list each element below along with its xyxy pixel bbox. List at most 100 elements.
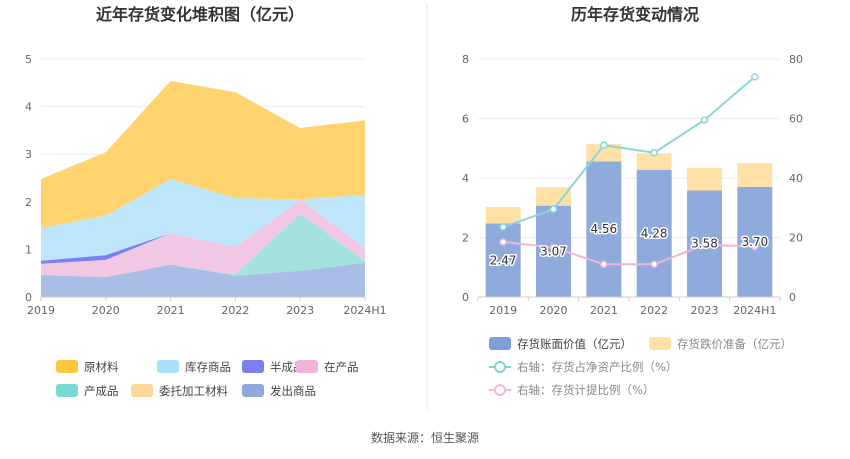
x-tick-label: 2019 <box>27 304 55 317</box>
legend-swatch <box>157 360 179 373</box>
point-net-asset-ratio[interactable] <box>499 223 507 231</box>
y2-tick-label: 20 <box>789 232 803 245</box>
legend-circle-icon <box>494 384 506 396</box>
bar-impairment[interactable] <box>687 167 722 191</box>
point-provision-ratio[interactable] <box>650 260 658 269</box>
point-provision-ratio[interactable] <box>499 238 507 246</box>
area-series-产成品 <box>41 213 365 277</box>
source-note: 数据来源：恒生聚源 <box>371 430 479 445</box>
point-provision-ratio[interactable] <box>549 243 558 252</box>
bar-impairment[interactable] <box>737 163 773 187</box>
x-tick-label: 2024H1 <box>343 304 386 317</box>
bar-book-value[interactable] <box>485 223 521 297</box>
area-series-库存商品 <box>41 179 365 261</box>
bar-impairment[interactable] <box>536 187 571 206</box>
legend-label: 存货账面价值（亿元） <box>517 337 632 351</box>
legend-item-work-in-progress[interactable]: 在产品 <box>296 360 359 374</box>
legend-label: 发出商品 <box>270 384 316 398</box>
legend-label: 产成品 <box>84 384 119 398</box>
x-tick-label: 2020 <box>540 304 568 317</box>
left-chart-axes: 0 1 2 3 4 5 2019 2020 2021 2022 2023 2024H1 <box>25 53 387 317</box>
area-series-在产品 <box>41 199 365 277</box>
x-tick-label: 2022 <box>640 304 668 317</box>
x-tick-label: 2020 <box>92 304 120 317</box>
legend-label: 原材料 <box>84 360 119 374</box>
legend-item-consigned-materials[interactable]: 委托加工材料 <box>131 384 228 398</box>
legend-label: 库存商品 <box>185 360 231 374</box>
x-tick-label: 2019 <box>489 304 517 317</box>
legend-item-provision-ratio[interactable]: 右轴：存货计提比例（%） <box>489 383 654 397</box>
point-net-asset-ratio[interactable] <box>650 148 658 157</box>
bar-value-label: 3.58 <box>691 237 718 251</box>
point-provision-ratio[interactable] <box>600 260 608 269</box>
right-chart-lines <box>499 73 759 269</box>
y-tick-label: 4 <box>25 101 32 114</box>
legend-swatch <box>242 360 264 373</box>
y-tick-label: 6 <box>462 113 469 126</box>
point-net-asset-ratio[interactable] <box>751 73 759 81</box>
y-tick-label: 2 <box>462 232 469 245</box>
legend-label: 存货跌价准备（亿元） <box>677 337 792 351</box>
bar-value-label: 4.28 <box>641 226 668 240</box>
bar-value-label: 2.47 <box>490 253 517 267</box>
left-chart-title: 近年存货变化堆积图（亿元） <box>96 5 304 24</box>
x-tick-label: 2023 <box>691 304 719 317</box>
y-tick-label: 3 <box>25 148 32 161</box>
right-chart-bar-labels: 2.47 3.07 4.56 4.28 3.58 3.70 <box>488 221 769 269</box>
legend-item-book-value[interactable]: 存货账面价值（亿元） <box>489 337 632 351</box>
legend-label: 委托加工材料 <box>159 384 228 398</box>
bar-impairment[interactable] <box>636 153 672 170</box>
y-tick-label: 0 <box>25 291 32 304</box>
right-chart-legend: 存货账面价值（亿元） 存货跌价准备（亿元） 右轴：存货占净资产比例（%） 右轴：… <box>489 337 792 397</box>
point-net-asset-ratio[interactable] <box>549 205 558 213</box>
point-net-asset-ratio[interactable] <box>700 116 709 124</box>
legend-item-impairment[interactable]: 存货跌价准备（亿元） <box>649 337 792 351</box>
y-tick-label: 1 <box>25 243 32 256</box>
bar-value-label: 3.07 <box>540 244 567 258</box>
point-net-asset-ratio[interactable] <box>600 141 608 150</box>
x-tick-label: 2022 <box>221 304 249 317</box>
y-tick-label: 2 <box>25 196 32 209</box>
y-tick-label: 0 <box>462 291 469 304</box>
x-tick-label: 2021 <box>590 304 618 317</box>
legend-item-raw-materials[interactable]: 原材料 <box>56 360 119 374</box>
legend-label: 在产品 <box>324 360 359 374</box>
legend-circle-icon <box>494 361 506 373</box>
legend-item-semi-finished[interactable]: 半成品 <box>242 360 305 374</box>
x-tick-label: 2023 <box>286 304 314 317</box>
right-chart-title: 历年存货变动情况 <box>571 5 699 24</box>
y-tick-label: 5 <box>25 53 32 66</box>
legend-item-net-asset-ratio[interactable]: 右轴：存货占净资产比例（%） <box>489 360 677 374</box>
bar-value-label: 4.56 <box>590 222 617 236</box>
bar-impairment[interactable] <box>485 206 521 224</box>
legend-item-finished-products[interactable]: 产成品 <box>56 384 119 398</box>
x-tick-label: 2024H1 <box>733 304 776 317</box>
left-chart-legend: 原材料 库存商品 半成品 在产品 产成品 委托加工材料 发出商品 <box>56 360 359 398</box>
legend-item-goods-shipped[interactable]: 发出商品 <box>242 384 316 398</box>
point-provision-ratio[interactable] <box>700 241 709 249</box>
bar-book-value[interactable] <box>586 161 622 297</box>
legend-swatch <box>649 337 671 350</box>
legend-swatch <box>131 384 153 397</box>
y2-tick-label: 60 <box>789 113 803 126</box>
left-chart-areas <box>41 80 365 297</box>
bar-book-value[interactable] <box>737 186 773 297</box>
legend-item-stock-goods[interactable]: 库存商品 <box>157 360 231 374</box>
legend-label: 右轴：存货计提比例（%） <box>517 383 654 397</box>
bar-book-value[interactable] <box>636 169 672 297</box>
point-provision-ratio[interactable] <box>751 242 759 251</box>
legend-swatch <box>56 360 78 373</box>
legend-swatch <box>56 384 78 397</box>
line-provision-ratio <box>503 241 755 266</box>
y2-tick-label: 0 <box>789 291 796 304</box>
legend-swatch <box>296 360 318 373</box>
x-tick-label: 2021 <box>157 304 185 317</box>
legend-swatch <box>489 337 511 350</box>
area-series-发出商品 <box>41 262 365 297</box>
legend-label: 半成品 <box>270 360 305 374</box>
right-chart-bars <box>485 144 773 297</box>
y2-tick-label: 80 <box>789 53 803 66</box>
legend-swatch <box>242 384 264 397</box>
